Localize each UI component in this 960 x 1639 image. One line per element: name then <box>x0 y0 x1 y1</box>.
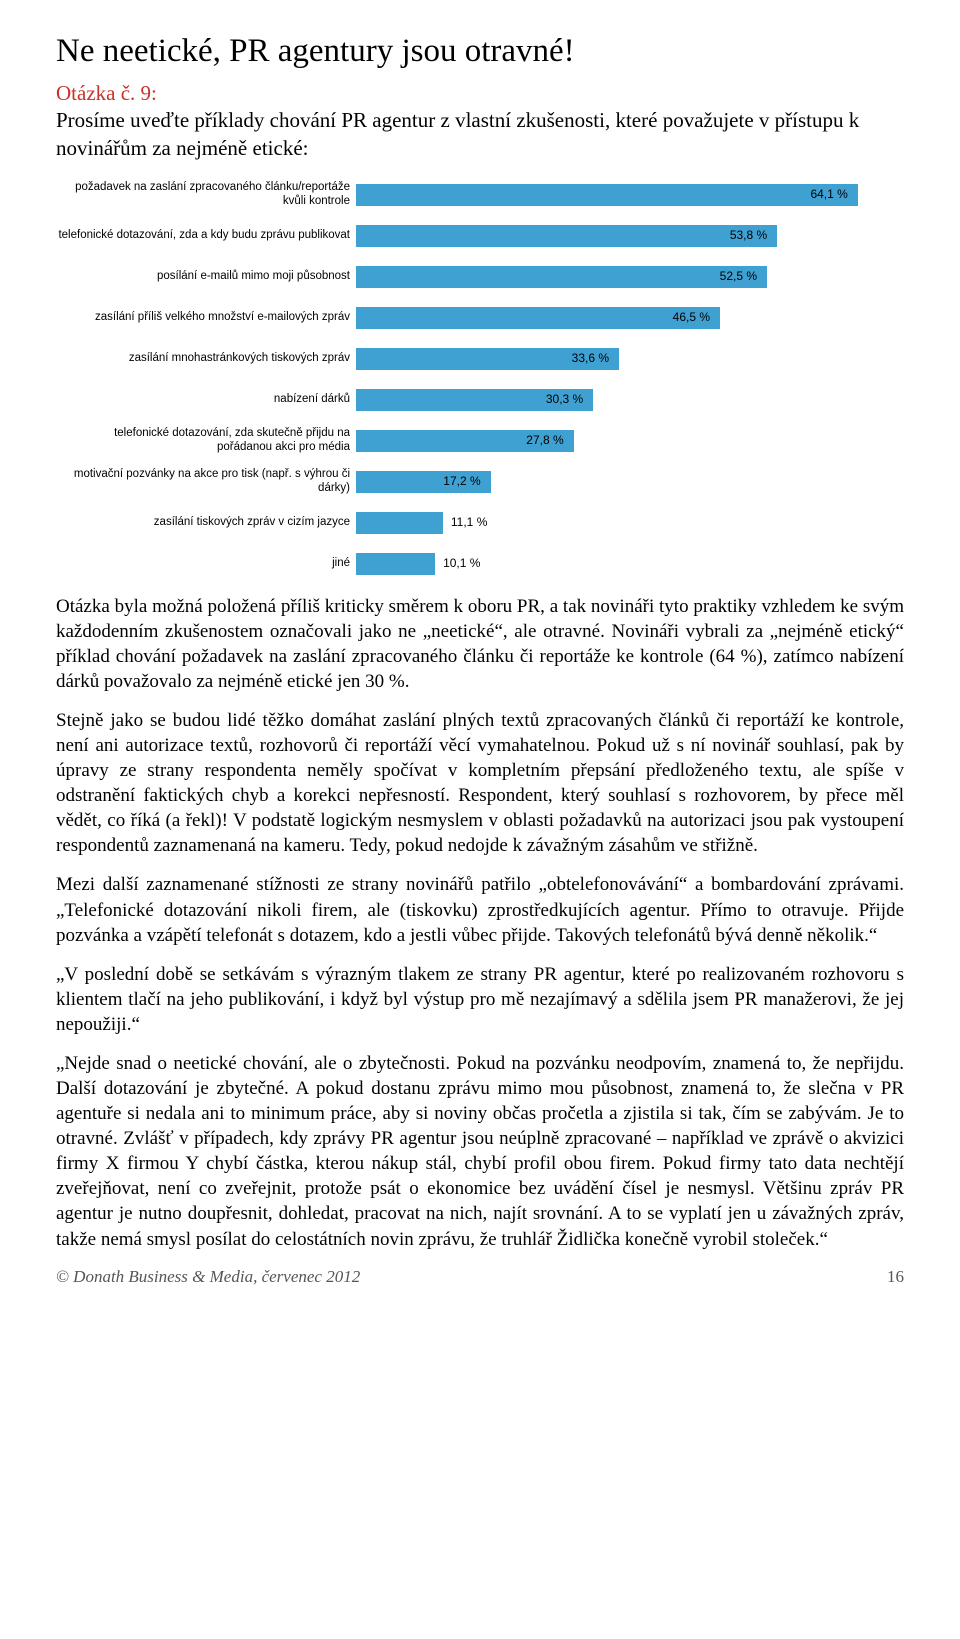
chart-bar <box>356 553 435 575</box>
chart-bar-wrap: 33,6 % <box>356 348 904 370</box>
chart-row: telefonické dotazování, zda skutečně při… <box>56 427 904 455</box>
chart-bar-wrap: 64,1 % <box>356 184 904 206</box>
chart-bar: 27,8 % <box>356 430 574 452</box>
chart-bar-wrap: 52,5 % <box>356 266 904 288</box>
chart-row: zasílání příliš velkého množství e-mailo… <box>56 304 904 332</box>
question-number: Otázka č. 9: <box>56 80 904 108</box>
footer-page-number: 16 <box>887 1266 904 1288</box>
body-text: Otázka byla možná položená příliš kritic… <box>56 594 904 1252</box>
chart-row: zasílání mnohastránkových tiskových zprá… <box>56 345 904 373</box>
body-paragraph: „V poslední době se setkávám s výrazným … <box>56 962 904 1037</box>
chart-row: zasílání tiskových zpráv v cizím jazyce 1… <box>56 509 904 537</box>
chart-bar-wrap: 27,8 % <box>356 430 904 452</box>
body-paragraph: Stejně jako se budou lidé těžko domáhat … <box>56 708 904 858</box>
chart-row: požadavek na zaslání zpracovaného článku… <box>56 181 904 209</box>
chart-label: jiné <box>56 557 356 570</box>
chart-bar-wrap: 17,2 % <box>356 471 904 493</box>
page-footer: © Donath Business & Media, červenec 2012… <box>56 1266 904 1288</box>
chart-label: posílání e-mailů mimo moji působnost <box>56 270 356 283</box>
bar-chart: požadavek na zaslání zpracovaného článku… <box>56 181 904 578</box>
chart-bar: 33,6 % <box>356 348 619 370</box>
chart-label: telefonické dotazování, zda skutečně při… <box>56 427 356 453</box>
chart-bar <box>356 512 443 534</box>
chart-row: nabízení dárků30,3 % <box>56 386 904 414</box>
chart-label: nabízení dárků <box>56 393 356 406</box>
chart-bar: 64,1 % <box>356 184 858 206</box>
chart-value: 11,1 % <box>443 515 487 531</box>
chart-bar-wrap: 53,8 % <box>356 225 904 247</box>
body-paragraph: Mezi další zaznamenané stížnosti ze stra… <box>56 872 904 947</box>
page-title: Ne neetické, PR agentury jsou otravné! <box>56 30 904 74</box>
chart-row: motivační pozvánky na akce pro tisk (nap… <box>56 468 904 496</box>
chart-label: zasílání mnohastránkových tiskových zprá… <box>56 352 356 365</box>
chart-label: zasílání tiskových zpráv v cizím jazyce <box>56 516 356 529</box>
chart-row: posílání e-mailů mimo moji působnost52,5… <box>56 263 904 291</box>
footer-copyright: © Donath Business & Media, červenec 2012 <box>56 1266 360 1288</box>
body-paragraph: „Nejde snad o neetické chování, ale o zb… <box>56 1051 904 1252</box>
chart-value: 10,1 % <box>435 556 480 572</box>
chart-bar-wrap: 30,3 % <box>356 389 904 411</box>
chart-label: telefonické dotazování, zda a kdy budu z… <box>56 229 356 242</box>
chart-bar: 52,5 % <box>356 266 767 288</box>
question-text: Prosíme uveďte příklady chování PR agent… <box>56 107 904 162</box>
chart-label: motivační pozvánky na akce pro tisk (nap… <box>56 468 356 494</box>
chart-bar: 46,5 % <box>356 307 720 329</box>
chart-label: zasílání příliš velkého množství e-mailo… <box>56 311 356 324</box>
chart-row: telefonické dotazování, zda a kdy budu z… <box>56 222 904 250</box>
chart-bar-wrap: 11,1 % <box>356 512 904 534</box>
chart-bar: 30,3 % <box>356 389 593 411</box>
chart-bar: 17,2 % <box>356 471 491 493</box>
chart-row: jiné 10,1 % <box>56 550 904 578</box>
body-paragraph: Otázka byla možná položená příliš kritic… <box>56 594 904 694</box>
chart-bar-wrap: 46,5 % <box>356 307 904 329</box>
chart-bar-wrap: 10,1 % <box>356 553 904 575</box>
chart-label: požadavek na zaslání zpracovaného článku… <box>56 181 356 207</box>
chart-bar: 53,8 % <box>356 225 777 247</box>
